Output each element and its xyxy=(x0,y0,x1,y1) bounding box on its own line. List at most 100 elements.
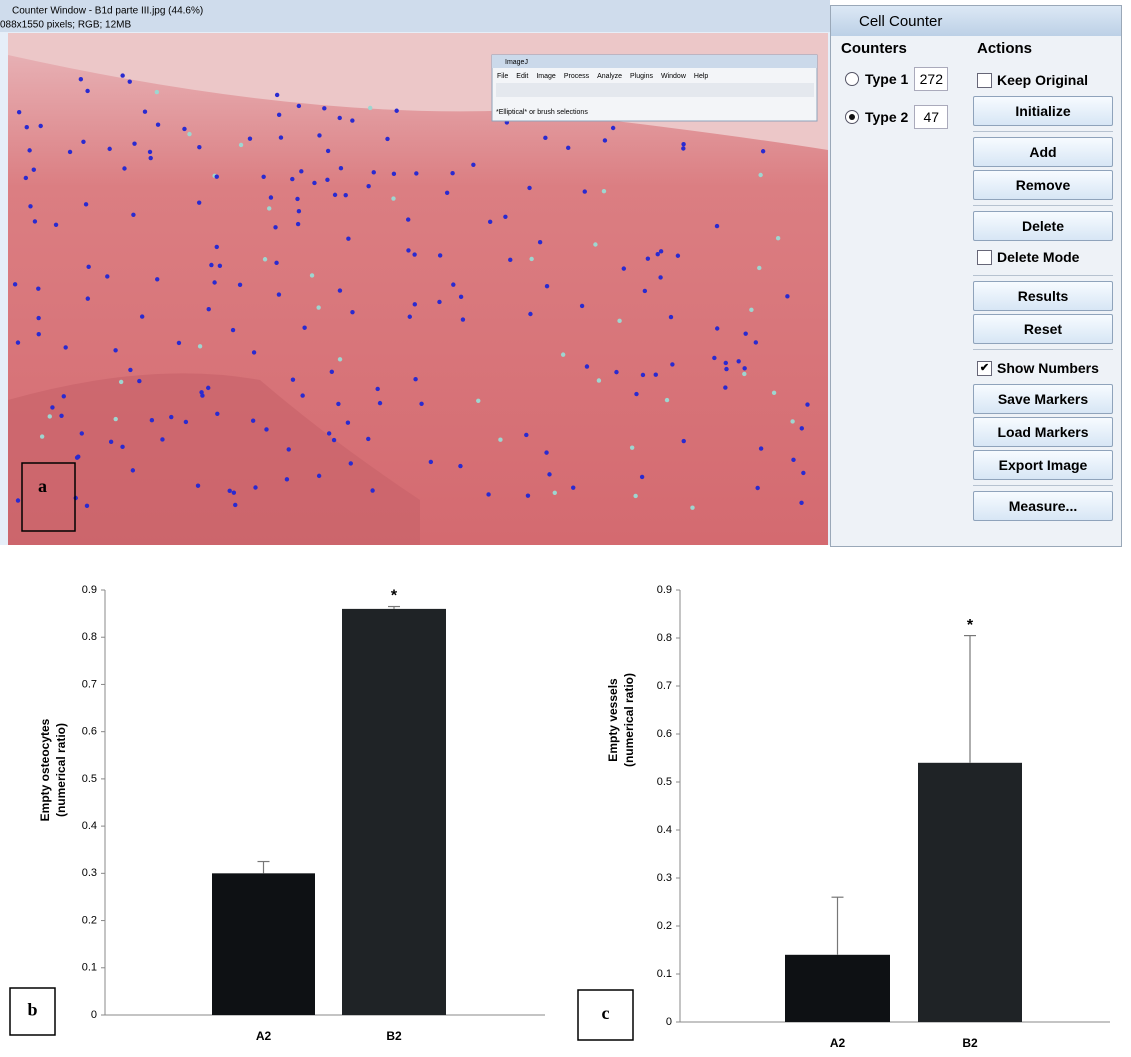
bar xyxy=(785,955,890,1022)
button[interactable]: Load Markers xyxy=(973,417,1113,447)
marker-dot xyxy=(805,402,809,406)
marker-dot xyxy=(344,193,348,197)
marker-dot xyxy=(526,493,530,497)
marker-dot xyxy=(109,440,113,444)
button[interactable]: Measure... xyxy=(973,491,1113,521)
marker-dot xyxy=(131,468,135,472)
marker-dot xyxy=(392,172,396,176)
marker-dot xyxy=(132,141,136,145)
bar xyxy=(918,763,1022,1022)
marker-dot xyxy=(273,225,277,229)
button[interactable]: Reset xyxy=(973,314,1113,344)
y-tick-label: 0 xyxy=(91,1009,97,1021)
checkbox-row[interactable]: Delete Mode xyxy=(977,244,1113,270)
marker-dot xyxy=(451,282,455,286)
marker-dot xyxy=(212,280,216,284)
marker-dot xyxy=(325,178,329,182)
marker-dot xyxy=(346,237,350,241)
checkbox[interactable]: ✔ xyxy=(977,361,992,376)
marker-dot xyxy=(419,402,423,406)
marker-dot xyxy=(264,427,268,431)
radio[interactable] xyxy=(845,72,859,86)
marker-dot xyxy=(366,184,370,188)
marker-dot xyxy=(252,350,256,354)
marker-dot xyxy=(724,367,728,371)
marker-dot xyxy=(248,136,252,140)
y-tick-label: 0.9 xyxy=(82,584,97,596)
marker-dot xyxy=(36,286,40,290)
counter-name: Type 2 xyxy=(865,109,908,125)
marker-dot xyxy=(169,415,173,419)
counter-name: Type 1 xyxy=(865,71,908,87)
marker-dot xyxy=(742,372,746,376)
marker-dot xyxy=(232,490,236,494)
marker-dot xyxy=(277,113,281,117)
marker-dot xyxy=(198,344,202,348)
marker-dot xyxy=(450,171,454,175)
button[interactable]: Results xyxy=(973,281,1113,311)
marker-dot xyxy=(408,315,412,319)
button[interactable]: Initialize xyxy=(973,96,1113,126)
marker-dot xyxy=(406,248,410,252)
marker-dot xyxy=(754,340,758,344)
button[interactable]: Delete xyxy=(973,211,1113,241)
marker-dot xyxy=(602,189,606,193)
checkbox-row[interactable]: Keep Original xyxy=(977,67,1113,93)
marker-dot xyxy=(437,300,441,304)
button[interactable]: Add xyxy=(973,137,1113,167)
button[interactable]: Save Markers xyxy=(973,384,1113,414)
marker-dot xyxy=(438,253,442,257)
imagej-status: *Elliptical* or brush selections xyxy=(496,109,588,116)
marker-dot xyxy=(643,289,647,293)
y-tick-label: 0.5 xyxy=(82,773,97,785)
menu-item: Analyze xyxy=(597,73,622,80)
panel-label: c xyxy=(602,1003,610,1023)
marker-dot xyxy=(545,284,549,288)
marker-dot xyxy=(80,431,84,435)
x-tick-label: A2 xyxy=(830,1036,846,1050)
marker-dot xyxy=(177,341,181,345)
checkbox[interactable] xyxy=(977,73,992,88)
marker-dot xyxy=(566,146,570,150)
marker-dot xyxy=(488,220,492,224)
marker-dot xyxy=(641,373,645,377)
marker-dot xyxy=(413,302,417,306)
y-tick-label: 0.6 xyxy=(657,728,672,740)
marker-dot xyxy=(148,150,152,154)
x-tick-label: B2 xyxy=(962,1036,978,1050)
marker-dot xyxy=(757,266,761,270)
marker-dot xyxy=(238,283,242,287)
marker-dot xyxy=(85,504,89,508)
marker-dot xyxy=(105,274,109,278)
marker-dot xyxy=(755,486,759,490)
marker-dot xyxy=(197,200,201,204)
checkbox[interactable] xyxy=(977,250,992,265)
marker-dot xyxy=(370,488,374,492)
marker-dot xyxy=(790,419,794,423)
marker-dot xyxy=(603,138,607,142)
marker-dot xyxy=(676,254,680,258)
radio[interactable] xyxy=(845,110,859,124)
button[interactable]: Export Image xyxy=(973,450,1113,480)
marker-dot xyxy=(723,385,727,389)
button[interactable]: Remove xyxy=(973,170,1113,200)
marker-dot xyxy=(218,264,222,268)
marker-dot xyxy=(187,132,191,136)
marker-dot xyxy=(295,197,299,201)
checkbox-row[interactable]: ✔Show Numbers xyxy=(977,355,1113,381)
y-axis-label: Empty osteocytes xyxy=(38,718,52,821)
marker-dot xyxy=(799,501,803,505)
x-tick-label: A2 xyxy=(256,1029,272,1043)
marker-dot xyxy=(300,393,304,397)
checkbox-label: Delete Mode xyxy=(997,249,1079,265)
marker-dot xyxy=(445,191,449,195)
marker-dot xyxy=(326,149,330,153)
marker-dot xyxy=(155,90,159,94)
y-tick-label: 0.8 xyxy=(657,632,672,644)
marker-dot xyxy=(128,79,132,83)
marker-dot xyxy=(476,399,480,403)
marker-dot xyxy=(640,475,644,479)
window-title: Counter Window - B1d parte III.jpg (44.6… xyxy=(12,6,203,17)
